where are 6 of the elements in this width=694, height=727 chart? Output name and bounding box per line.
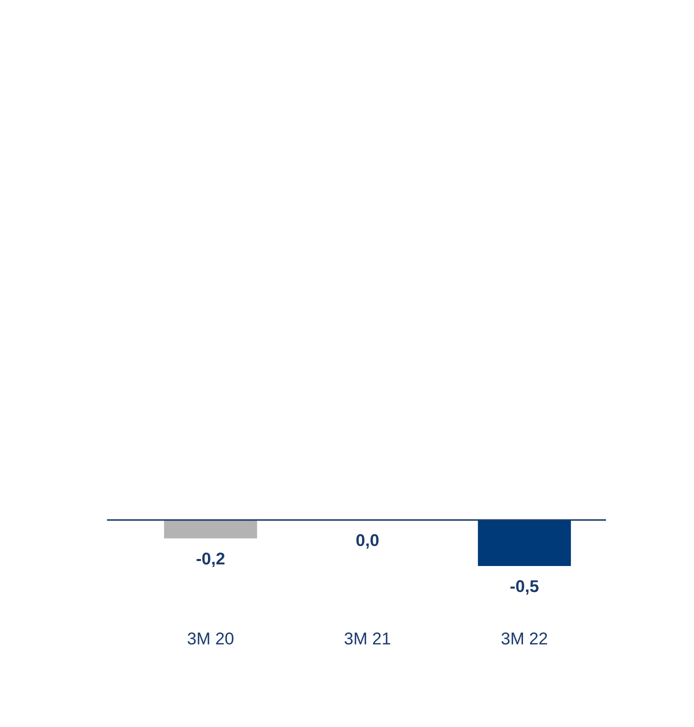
data-label: -0,5 xyxy=(510,580,539,595)
data-label: -0,2 xyxy=(196,552,224,568)
x-tick-label: 3M 21 xyxy=(344,632,390,645)
x-tick-label: 3M 22 xyxy=(502,632,548,645)
x-tick-label: 3M 20 xyxy=(188,632,234,645)
data-label: 0,0 xyxy=(356,534,379,549)
